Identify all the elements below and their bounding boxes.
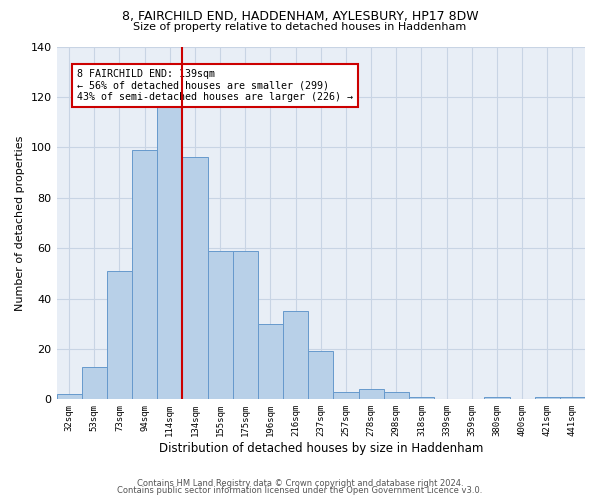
Bar [383, 392, 409, 400]
Bar [258, 324, 283, 400]
Text: Contains HM Land Registry data © Crown copyright and database right 2024.: Contains HM Land Registry data © Crown c… [137, 478, 463, 488]
Bar [359, 390, 383, 400]
Bar [308, 352, 334, 400]
X-axis label: Distribution of detached houses by size in Haddenham: Distribution of detached houses by size … [158, 442, 483, 455]
Bar [560, 397, 585, 400]
Bar [409, 397, 434, 400]
Bar [233, 250, 258, 400]
Bar [132, 150, 157, 400]
Bar [535, 397, 560, 400]
Bar [56, 394, 82, 400]
Bar [157, 107, 182, 400]
Bar [283, 311, 308, 400]
Bar [484, 397, 509, 400]
Text: 8 FAIRCHILD END: 139sqm
← 56% of detached houses are smaller (299)
43% of semi-d: 8 FAIRCHILD END: 139sqm ← 56% of detache… [77, 69, 353, 102]
Text: Size of property relative to detached houses in Haddenham: Size of property relative to detached ho… [133, 22, 467, 32]
Bar [182, 158, 208, 400]
Y-axis label: Number of detached properties: Number of detached properties [15, 135, 25, 310]
Bar [82, 366, 107, 400]
Bar [107, 271, 132, 400]
Text: Contains public sector information licensed under the Open Government Licence v3: Contains public sector information licen… [118, 486, 482, 495]
Text: 8, FAIRCHILD END, HADDENHAM, AYLESBURY, HP17 8DW: 8, FAIRCHILD END, HADDENHAM, AYLESBURY, … [122, 10, 478, 23]
Bar [334, 392, 359, 400]
Bar [208, 250, 233, 400]
